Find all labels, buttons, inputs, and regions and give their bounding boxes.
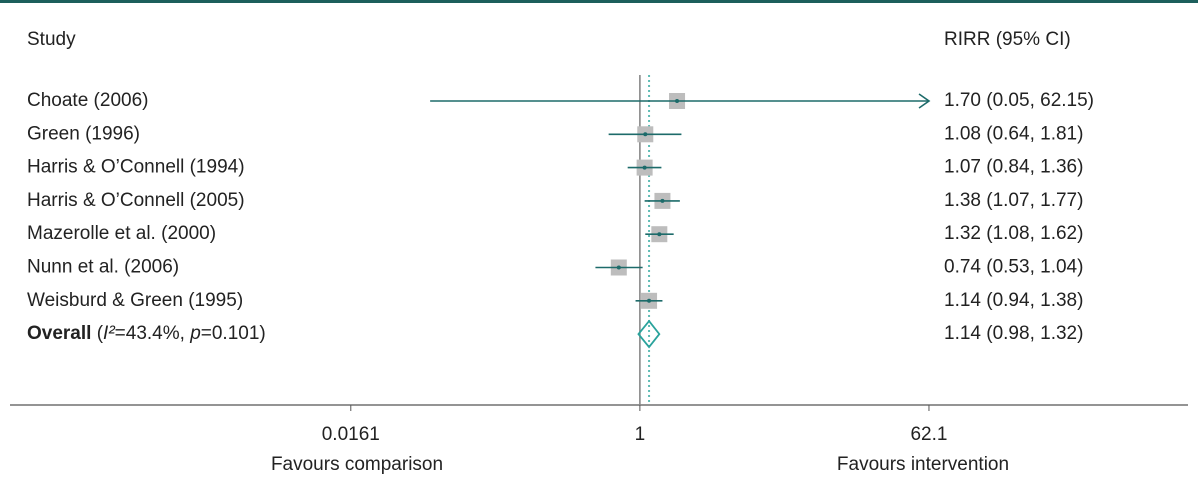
ci-label: 1.38 (1.07, 1.77) [944, 190, 1083, 211]
point-estimate [657, 232, 662, 237]
ci-label: 1.70 (0.05, 62.15) [944, 90, 1094, 111]
overall-label-part: =0.101) [201, 323, 266, 344]
study-label: Green (1996) [27, 123, 140, 144]
study-label: Harris & O’Connell (1994) [27, 157, 245, 178]
ci-label: 1.08 (0.64, 1.81) [944, 123, 1083, 144]
overall-label-part: Overall [27, 323, 91, 344]
study-label: Choate (2006) [27, 90, 148, 111]
x-label-right: Favours intervention [837, 454, 1009, 475]
study-header: Study [27, 29, 76, 50]
study-label: Nunn et al. (2006) [27, 257, 179, 278]
study-label: Harris & O’Connell (2005) [27, 190, 245, 211]
point-estimate [660, 198, 665, 203]
overall-diamond [637, 319, 661, 349]
overall-label-part: ( [91, 323, 103, 344]
ci-arrow [918, 93, 931, 109]
overall-label-part: =43.4%, [115, 323, 191, 344]
study-label: Mazerolle et al. (2000) [27, 223, 216, 244]
overall-label: Overall (I²=43.4%, p=0.101) [27, 323, 266, 344]
study-label: Weisburd & Green (1995) [27, 290, 243, 311]
overall-label-part: p [189, 323, 201, 344]
ci-label: 1.07 (0.84, 1.36) [944, 157, 1083, 178]
ci-label: 0.74 (0.53, 1.04) [944, 257, 1083, 278]
point-estimate [642, 165, 647, 170]
point-estimate [616, 265, 621, 270]
overall-label-part: I² [103, 323, 115, 344]
x-tick-label: 0.0161 [322, 424, 380, 445]
x-tick-label: 62.1 [910, 424, 947, 445]
ci-label: 1.32 (1.08, 1.62) [944, 223, 1083, 244]
point-estimate [647, 298, 652, 303]
point-estimate [675, 99, 680, 103]
point-estimate [643, 132, 648, 137]
overall-ci-label: 1.14 (0.98, 1.32) [944, 323, 1083, 344]
x-tick-label: 1 [635, 424, 646, 445]
top-border [0, 0, 1198, 3]
x-label-left: Favours comparison [271, 454, 443, 475]
ci-label: 1.14 (0.94, 1.38) [944, 290, 1083, 311]
effect-header: RIRR (95% CI) [944, 29, 1071, 50]
